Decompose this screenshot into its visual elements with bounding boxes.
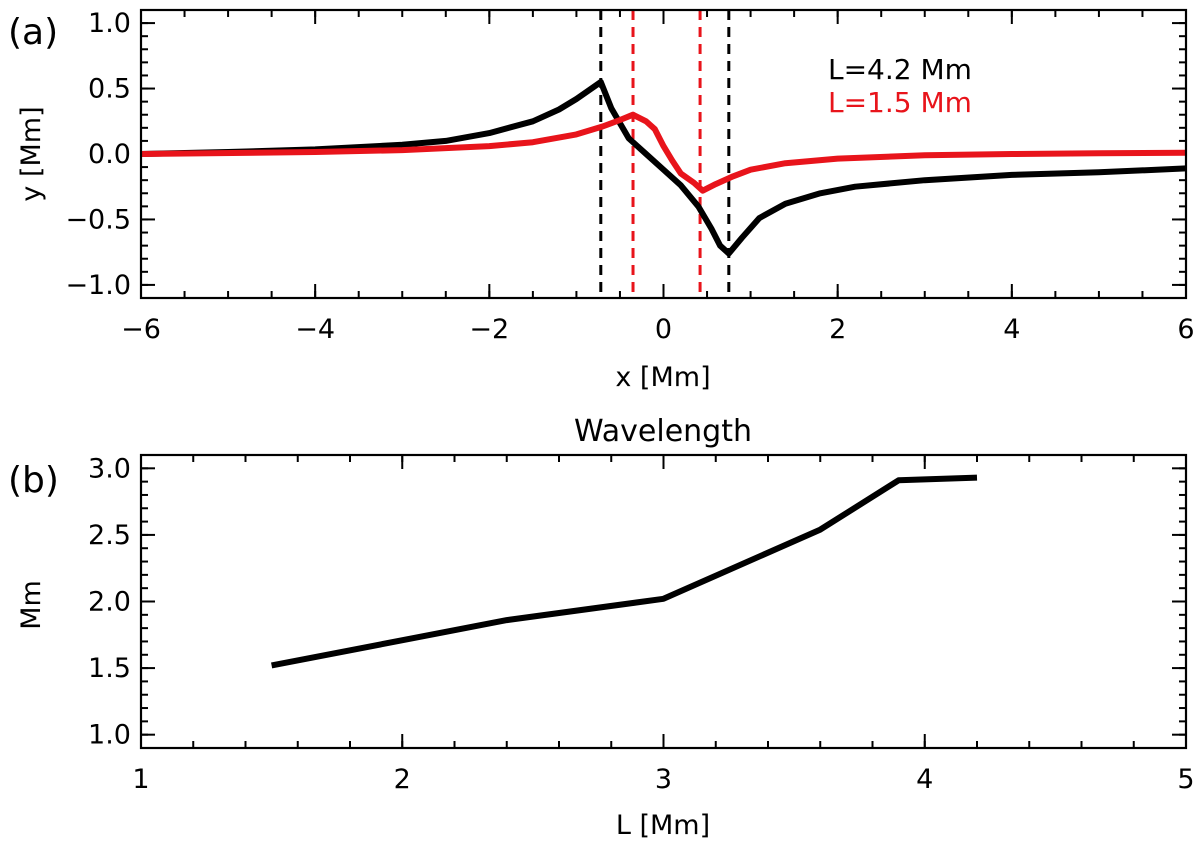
x-tick-label: 0: [655, 314, 672, 345]
x-tick-label: 5: [1177, 764, 1194, 795]
x-tick-label: 2: [829, 314, 846, 345]
y-tick-label: −1.0: [65, 270, 131, 301]
panel-b-label: (b): [8, 460, 59, 501]
panel-b-frame: [139, 453, 1188, 750]
panel-a-tick-labels: −6 −4 −2 0 2 4 6 1.0 0.5 0.0 −0.5 −1.0: [65, 8, 1194, 345]
y-tick-label: 1.0: [88, 8, 131, 39]
x-tick-label: −2: [469, 314, 509, 345]
panel-a-xlabel: x [Mm]: [615, 362, 710, 393]
y-tick-label: −0.5: [65, 204, 131, 235]
y-tick-label: 1.5: [88, 653, 131, 684]
x-tick-label: −6: [121, 314, 161, 345]
panel-b: (b) Wavelength 1 2 3 4 5 1.0 1.5 2.0 2.5 3.0 L [M…: [8, 414, 1195, 841]
panel-a-ylabel: y [Mm]: [16, 106, 47, 201]
x-tick-label: 4: [1003, 314, 1020, 345]
panel-b-ylabel: Mm: [16, 580, 47, 630]
panel-a-label: (a): [8, 12, 58, 53]
series-line-0: [140, 79, 1187, 257]
panel-b-xlabel: L [Mm]: [616, 810, 710, 841]
panel-a-series: [140, 79, 1187, 257]
series-line-0: [271, 474, 978, 669]
x-tick-label: 6: [1177, 314, 1194, 345]
panel-b-title: Wavelength: [574, 414, 752, 449]
x-tick-label: −4: [295, 314, 335, 345]
y-tick-label: 3.0: [88, 453, 131, 484]
x-tick-label: 3: [655, 764, 672, 795]
panel-a-frame: [139, 8, 1188, 300]
y-tick-label: 2.0: [88, 587, 131, 618]
panel-b-tick-labels: 1 2 3 4 5 1.0 1.5 2.0 2.5 3.0: [88, 453, 1195, 795]
y-tick-label: 0.0: [88, 139, 131, 170]
x-tick-label: 1: [132, 764, 149, 795]
y-tick-label: 1.0: [88, 720, 131, 751]
panel-a: (a) −6 −4 −2 0 2 4 6 1.0 0.5 0.0 −0.5 −1.0 x [Mm] y…: [8, 8, 1195, 393]
legend-entry-l-1-5: L=1.5 Mm: [828, 86, 972, 119]
y-tick-label: 2.5: [88, 520, 131, 551]
x-tick-label: 4: [916, 764, 933, 795]
panel-b-series: [271, 474, 978, 669]
legend-entry-l-4-2: L=4.2 Mm: [828, 53, 972, 86]
series-line-1: [140, 111, 1187, 194]
x-tick-label: 2: [394, 764, 411, 795]
panel-b-ticks: [140, 454, 1187, 749]
y-tick-label: 0.5: [88, 74, 131, 105]
